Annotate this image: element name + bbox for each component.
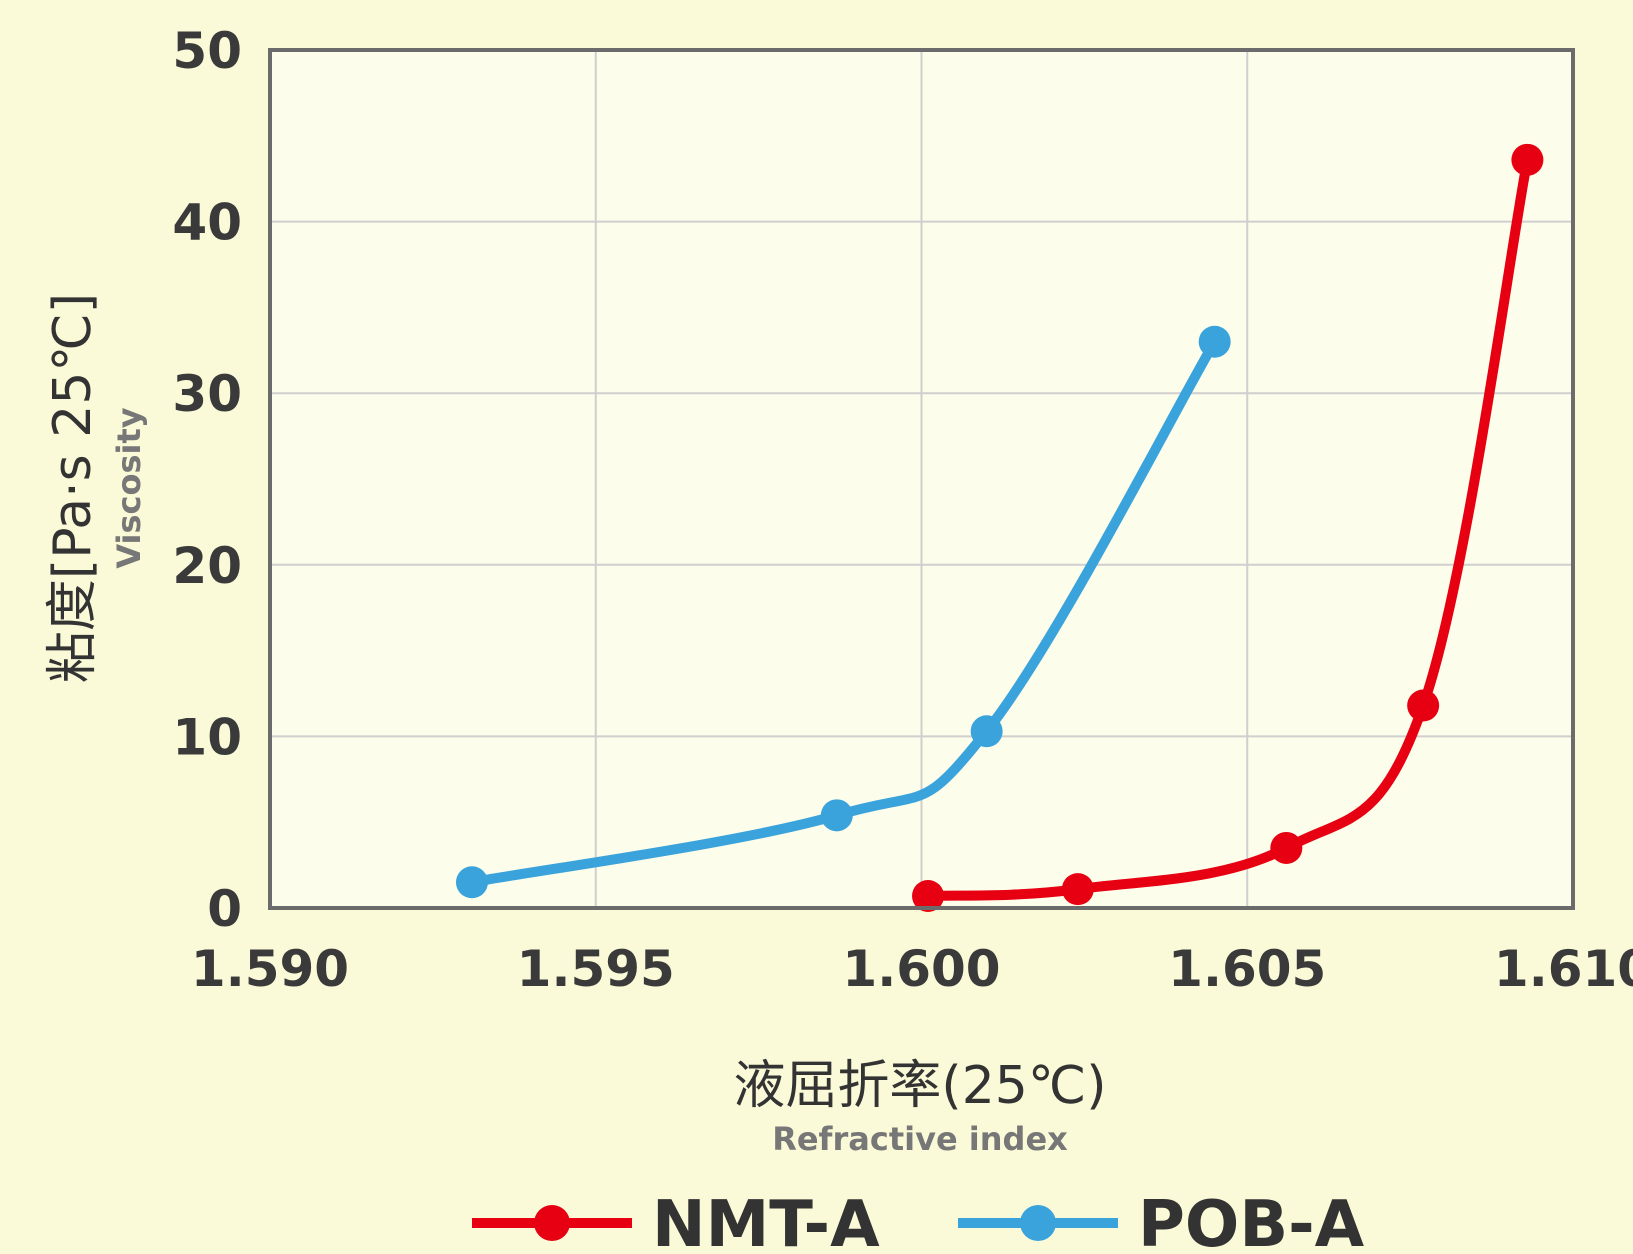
x-tick-label: 1.610 xyxy=(1494,940,1633,998)
data-point-pob-a xyxy=(970,715,1003,748)
x-tick-label: 1.605 xyxy=(1168,940,1326,998)
data-point-nmt-a xyxy=(912,879,945,912)
legend-label-nmt-a: NMT-A xyxy=(652,1188,880,1254)
x-axis-title: 液屈折率(25℃) xyxy=(733,1056,1106,1116)
series-line-nmt-a xyxy=(923,154,1533,901)
y-tick-labels: 0 10 20 30 40 50 xyxy=(172,22,242,938)
x-tick-label: 1.600 xyxy=(842,940,1000,998)
y-axis-title: 粘度[Pa·s 25℃] xyxy=(43,293,103,683)
data-point-nmt-a xyxy=(1511,143,1544,176)
x-tick-labels: 1.590 1.595 1.600 1.605 1.610 xyxy=(191,940,1633,998)
x-axis-subtitle: Refractive index xyxy=(772,1120,1068,1158)
y-tick-label: 30 xyxy=(172,365,242,423)
legend-label-pob-a: POB-A xyxy=(1138,1188,1365,1254)
plot-frame xyxy=(268,48,1575,910)
y-tick-label: 0 xyxy=(207,880,242,938)
data-point-nmt-a xyxy=(1270,831,1303,864)
data-point-pob-a xyxy=(1198,325,1231,358)
x-tick-label: 1.590 xyxy=(191,940,349,998)
y-tick-label: 40 xyxy=(172,194,242,252)
y-axis-subtitle: Viscosity xyxy=(110,407,148,568)
legend: NMT-A POB-A xyxy=(472,1188,1365,1254)
data-point-nmt-a xyxy=(1061,873,1094,906)
data-point-nmt-a xyxy=(1407,689,1440,722)
series-line-pob-a xyxy=(466,336,1220,888)
legend-marker-pob-a xyxy=(1020,1205,1056,1241)
y-tick-label: 10 xyxy=(172,708,242,766)
data-point-pob-a xyxy=(455,866,488,899)
data-point-pob-a xyxy=(820,799,853,832)
series-layer xyxy=(455,143,1544,912)
y-tick-label: 50 xyxy=(172,22,242,80)
x-tick-label: 1.595 xyxy=(517,940,675,998)
y-tick-label: 20 xyxy=(172,537,242,595)
legend-marker-nmt-a xyxy=(534,1205,570,1241)
